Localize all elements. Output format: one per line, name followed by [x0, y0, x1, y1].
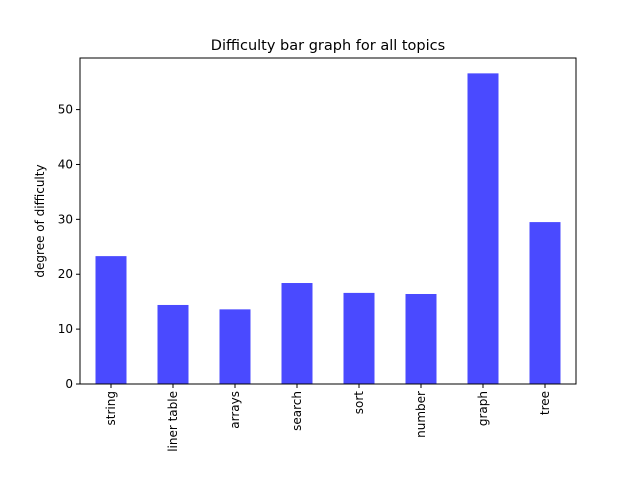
x-tick-label: graph — [476, 391, 490, 426]
y-tick-label: 40 — [58, 157, 73, 171]
x-tick-label: sort — [352, 391, 366, 415]
bar-liner-table — [157, 304, 189, 384]
y-tick-label: 0 — [65, 377, 73, 391]
y-tick-label: 30 — [58, 212, 73, 226]
bar-tree — [529, 222, 561, 384]
bars-group — [95, 73, 561, 384]
y-tick-label: 10 — [58, 322, 73, 336]
y-axis-label: degree of difficulty — [33, 164, 47, 277]
bar-sort — [343, 292, 375, 384]
y-tick-label: 20 — [58, 267, 73, 281]
bar-graph — [467, 73, 499, 384]
y-tick-label: 50 — [58, 103, 73, 117]
x-tick-label: string — [104, 391, 118, 425]
bar-arrays — [219, 309, 251, 384]
y-ticks-group: 0 10 20 30 40 50 — [58, 103, 80, 391]
x-tick-label: arrays — [228, 391, 242, 429]
x-ticks-group: string liner table arrays search sort number g… — [104, 384, 552, 452]
chart-title: Difficulty bar graph for all topics — [211, 38, 445, 54]
bar-string — [95, 256, 127, 384]
x-tick-label: tree — [538, 391, 552, 415]
bar-number — [405, 293, 437, 384]
x-tick-label: liner table — [166, 391, 180, 452]
x-tick-label: number — [414, 391, 428, 438]
plot-frame — [79, 57, 577, 385]
bar-search — [281, 283, 313, 384]
x-tick-label: search — [290, 391, 304, 431]
